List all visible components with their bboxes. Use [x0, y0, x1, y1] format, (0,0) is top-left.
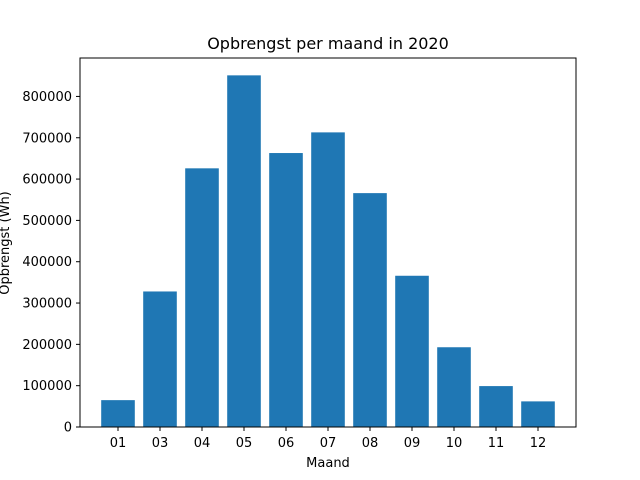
x-axis-label: Maand	[306, 456, 350, 471]
x-tick-label-10: 10	[446, 436, 463, 451]
x-axis: 01 03 04 05 06 07 08 09 10 11 12	[110, 427, 547, 451]
y-axis: 0 100000 200000 300000 400000 500000 600000 700…	[22, 90, 80, 436]
y-tick-label-300000: 300000	[22, 297, 72, 312]
bar-05	[227, 75, 261, 427]
y-tick-label-0: 0	[64, 421, 72, 436]
x-tick-label-04: 04	[194, 436, 211, 451]
x-tick-label-09: 09	[404, 436, 421, 451]
bar-04	[185, 168, 219, 427]
y-tick-label-800000: 800000	[22, 90, 72, 105]
bar-11	[479, 386, 513, 427]
bar-08	[353, 193, 387, 427]
x-tick-label-01: 01	[110, 436, 127, 451]
chart-title: Opbrengst per maand in 2020	[207, 34, 449, 53]
y-tick-label-500000: 500000	[22, 214, 72, 229]
x-tick-label-03: 03	[152, 436, 169, 451]
bar-10	[437, 347, 471, 427]
x-tick-label-07: 07	[320, 436, 337, 451]
y-tick-label-400000: 400000	[22, 255, 72, 270]
y-tick-label-200000: 200000	[22, 338, 72, 353]
bar-07	[311, 132, 345, 428]
x-tick-label-08: 08	[362, 436, 379, 451]
bars-group	[101, 75, 555, 428]
x-tick-label-12: 12	[530, 436, 547, 451]
bar-12	[521, 401, 555, 427]
y-tick-label-700000: 700000	[22, 131, 72, 146]
y-tick-label-600000: 600000	[22, 173, 72, 188]
bar-03	[143, 291, 177, 427]
bar-09	[395, 275, 429, 427]
x-tick-label-06: 06	[278, 436, 295, 451]
x-tick-label-05: 05	[236, 436, 253, 451]
bar-01	[101, 400, 135, 427]
y-axis-label: Opbrengst (Wh)	[0, 191, 13, 295]
y-tick-label-100000: 100000	[22, 379, 72, 394]
x-tick-label-11: 11	[488, 436, 505, 451]
bar-06	[269, 153, 303, 428]
